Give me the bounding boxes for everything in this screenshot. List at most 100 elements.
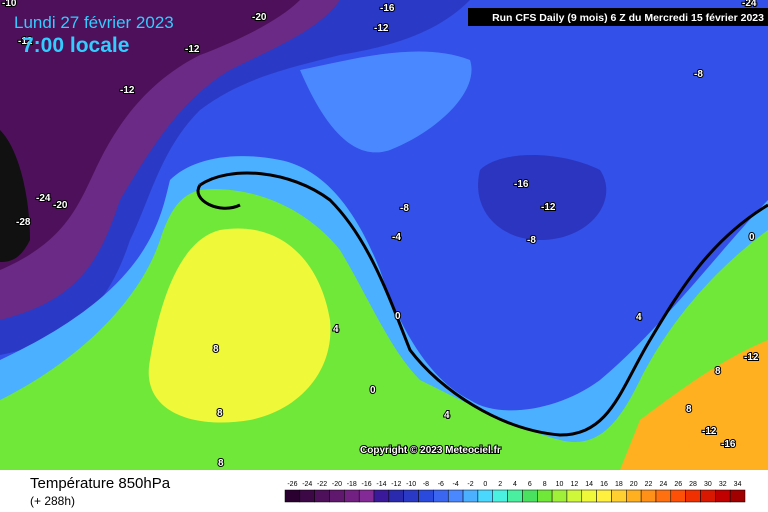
scale-swatch (388, 489, 404, 503)
scale-label: 0 (483, 481, 487, 488)
scale-label: 24 (659, 481, 667, 488)
contour-label: -10 (2, 0, 17, 9)
scale-label: -18 (347, 481, 357, 488)
scale-swatch (729, 489, 746, 503)
scale-swatch (551, 489, 568, 503)
contour-label: -16 (514, 179, 529, 190)
map: -10 -12 -20 -16 -12 -12 -12 -8 -24 -16 -12 -8 -8 -4 0 -… (0, 0, 768, 470)
scale-swatch (492, 489, 508, 503)
hot-zone (620, 340, 768, 470)
scale-label: -24 (302, 481, 312, 488)
contour-labels: -10 -12 -20 -16 -12 -12 -12 -8 -24 -16 -12 -8 -8 -4 0 -… (1, 0, 760, 470)
scale-label: 22 (645, 481, 653, 488)
contour-label: 8 (213, 344, 219, 355)
contour-label: 0 (395, 311, 401, 322)
scale-swatch (373, 489, 390, 503)
scale-label: -14 (376, 481, 386, 488)
scale-swatch (670, 489, 686, 503)
contour-label: -4 (392, 232, 401, 243)
scale-swatch (522, 489, 538, 503)
contour-label: -12 (185, 44, 200, 55)
scale-label: -4 (453, 481, 459, 488)
time: 7:00 locale (22, 34, 129, 57)
scale-label: -10 (406, 481, 416, 488)
scale-label: 6 (528, 481, 532, 488)
contour-label: 0 (749, 232, 755, 243)
run-box (468, 8, 768, 26)
scale-label: 16 (600, 481, 608, 488)
coldest-core (0, 130, 30, 262)
scale-label: -2 (467, 481, 473, 488)
contour-label: 4 (636, 312, 642, 323)
contour-label: 4 (333, 324, 339, 335)
scale-label: 18 (615, 481, 623, 488)
scale-label: 26 (674, 481, 682, 488)
contour-label: -12 (702, 426, 717, 437)
scale-label: 4 (513, 481, 517, 488)
run-info: Run CFS Daily (9 mois) 6 Z du Mercredi 1… (492, 12, 764, 24)
contour-label: -28 (16, 217, 31, 228)
contour-label: -12 (744, 352, 759, 363)
contour-label: -24 (36, 193, 51, 204)
scale-label: 20 (630, 481, 638, 488)
contour-label: -8 (694, 69, 703, 80)
cold-pool (478, 155, 607, 240)
scale-swatch (715, 489, 731, 503)
contour-label: -16 (380, 3, 395, 14)
contour-label: 4 (444, 410, 450, 421)
copyright: Copyright © 2023 Meteociel.fr (360, 445, 501, 456)
scale-label: 32 (719, 481, 727, 488)
scale-label: -22 (317, 481, 327, 488)
scale-swatch (596, 489, 612, 503)
scale-label: 30 (704, 481, 712, 488)
contour-label: -8 (527, 235, 536, 246)
scale-label: 28 (689, 481, 697, 488)
scale-swatch (685, 489, 701, 503)
mid-zone (300, 51, 472, 153)
scale-label: -20 (332, 481, 342, 488)
scale-swatch (477, 489, 493, 503)
scale-label: -12 (391, 481, 401, 488)
scale-label: 14 (585, 481, 593, 488)
contour-label: -12 (18, 36, 33, 47)
contour-label: -12 (541, 202, 556, 213)
scale-swatch (626, 489, 642, 503)
scale-swatch (537, 489, 553, 503)
scale-swatch (447, 489, 464, 503)
contour-label: -12 (374, 23, 389, 34)
scale-swatch (314, 489, 330, 503)
scale-label: 8 (543, 481, 547, 488)
scale-label: 2 (498, 481, 502, 488)
scale-label: -26 (287, 481, 297, 488)
scale-label: 12 (570, 481, 578, 488)
warm-zone (148, 228, 331, 423)
scale-swatch (433, 489, 449, 503)
scale-swatch (418, 489, 434, 503)
scale-swatch (640, 489, 657, 503)
scale-swatch (566, 489, 583, 503)
scale-label: -6 (438, 481, 444, 488)
contour-label: 8 (715, 366, 721, 377)
lead-time: (+ 288h) (30, 494, 75, 508)
contour-label: -24 (742, 0, 757, 9)
contour-label: -16 (721, 439, 736, 450)
contour-label: -8 (400, 203, 409, 214)
contour-label: 8 (217, 408, 223, 419)
contour-label: 8 (218, 458, 224, 469)
contour-label: -12 (120, 85, 135, 96)
scale-swatch (344, 489, 360, 503)
scale-label: 34 (734, 481, 742, 488)
scale-swatch (299, 489, 315, 503)
parameter: Température 850hPa (30, 475, 171, 492)
extreme-cold-zone (0, 0, 300, 270)
contour-label: 8 (686, 404, 692, 415)
scale-swatch (655, 489, 672, 503)
contour-label: -20 (53, 200, 68, 211)
zero-isotherm (199, 171, 768, 437)
scale-swatch (581, 489, 597, 503)
scale-label: -8 (423, 481, 429, 488)
scale-swatch (358, 489, 375, 503)
scale-swatch (700, 489, 716, 503)
scale-swatch (462, 489, 479, 503)
